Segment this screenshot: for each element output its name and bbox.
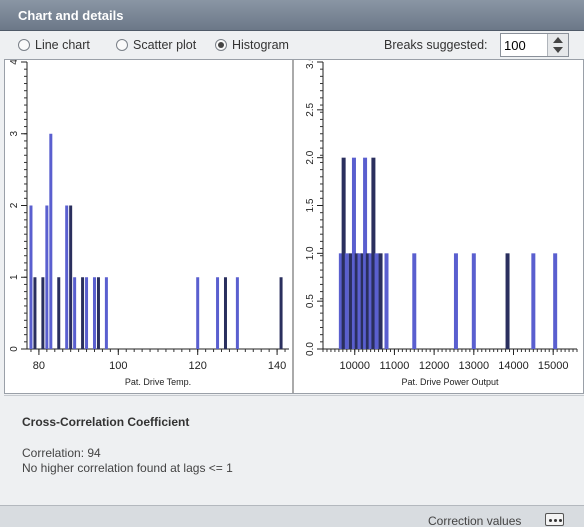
histogram-bar (235, 277, 239, 349)
histogram-bar (73, 277, 77, 349)
y-tick-label: 4 (9, 60, 20, 65)
histogram-bar (49, 133, 53, 349)
histogram-bar (65, 205, 69, 349)
histogram-bar (453, 253, 458, 349)
histogram-bar (412, 253, 417, 349)
y-tick-label: 0 (9, 346, 20, 352)
histogram-bar (505, 253, 510, 349)
histogram-bar (354, 253, 359, 349)
histogram-bar (371, 157, 376, 349)
histogram-bar (378, 253, 383, 349)
radio-line-chart[interactable]: Line chart (18, 37, 90, 53)
x-tick-label: 10000 (339, 360, 370, 372)
histogram-charts: 80 100 120 140 0 1 2 3 4 Pat. Drive Temp. 10000 110… (9, 60, 578, 393)
histogram-bar (85, 277, 89, 349)
histogram-bar (341, 157, 346, 349)
histogram-bar (96, 277, 100, 349)
y-tick-label: 0.5 (305, 294, 316, 308)
histogram-bar (279, 277, 283, 349)
spin-buttons[interactable] (547, 34, 568, 56)
y-tick-label: 2.5 (305, 102, 316, 116)
radio-selected-icon (215, 39, 227, 51)
y-tick-label: 3 (9, 131, 20, 137)
correction-values-label: Correction values (428, 514, 522, 527)
histogram-bar (471, 253, 476, 349)
x-tick-label: 11000 (380, 360, 410, 372)
lag-info: No higher correlation found at lags <= 1 (22, 461, 233, 475)
histogram-bar (92, 277, 96, 349)
histogram-bar (45, 205, 49, 349)
x-axis-label: Pat. Drive Power Output (401, 377, 499, 387)
y-tick-label: 1.5 (305, 198, 316, 212)
histogram-bar (360, 253, 365, 349)
radio-label: Line chart (35, 38, 90, 52)
y-tick-label: 3.0 (305, 60, 316, 69)
y-tick-label: 1 (9, 274, 20, 280)
histogram-bar (531, 253, 536, 349)
histogram-bar (357, 253, 362, 349)
histogram-bar (33, 277, 37, 349)
x-tick-label: 12000 (419, 360, 450, 372)
histogram-bar (216, 277, 220, 349)
radio-label: Histogram (232, 38, 289, 52)
histogram-bar (81, 277, 85, 349)
y-tick-label: 0.0 (305, 342, 316, 356)
x-tick-label: 100 (109, 360, 127, 372)
details-heading: Cross-Correlation Coefficient (22, 415, 190, 429)
footer-bar: Correction values (0, 505, 584, 527)
histogram-bar (41, 277, 45, 349)
radio-histogram[interactable]: Histogram (215, 37, 289, 53)
histogram-bar (365, 253, 370, 349)
radio-icon (116, 39, 128, 51)
histogram-bar (368, 253, 373, 349)
x-axis-label: Pat. Drive Temp. (125, 377, 191, 387)
histogram-bar (29, 205, 33, 349)
chart-area: 80 100 120 140 0 1 2 3 4 Pat. Drive Temp. 10000 110… (4, 59, 584, 394)
histogram-bar (104, 277, 108, 349)
spin-down-icon[interactable] (553, 47, 563, 53)
histogram-bar (338, 253, 343, 349)
histogram-bar (351, 157, 356, 349)
x-tick-label: 14000 (498, 360, 529, 372)
histogram-bar (344, 253, 349, 349)
x-tick-label: 80 (33, 360, 45, 372)
panel-header: Chart and details (0, 0, 584, 31)
ellipsis-icon[interactable] (545, 513, 564, 526)
x-tick-label: 13000 (459, 360, 490, 372)
histogram-bar (223, 277, 227, 349)
spin-up-icon[interactable] (553, 37, 563, 43)
histogram-bar (69, 205, 73, 349)
y-tick-label: 2.0 (305, 150, 316, 164)
histogram-bar (374, 253, 379, 349)
correlation-value: Correlation: 94 (22, 446, 101, 460)
radio-scatter-plot[interactable]: Scatter plot (116, 37, 196, 53)
panel-title: Chart and details (18, 8, 124, 23)
x-tick-label: 15000 (538, 360, 569, 372)
y-tick-label: 2 (9, 202, 20, 208)
radio-icon (18, 39, 30, 51)
y-tick-label: 1.0 (305, 246, 316, 260)
histogram-bar (363, 157, 368, 349)
histogram-bar (384, 253, 389, 349)
x-tick-label: 140 (268, 360, 286, 372)
details-panel: Cross-Correlation Coefficient Correlatio… (4, 395, 584, 505)
view-options-bar: Line chart Scatter plot Histogram Breaks… (0, 31, 584, 59)
histogram-bar (553, 253, 558, 349)
breaks-label: Breaks suggested: (384, 38, 488, 52)
histogram-bar (57, 277, 61, 349)
breaks-stepper[interactable] (500, 33, 569, 57)
breaks-input[interactable] (501, 34, 547, 56)
histogram-bar (196, 277, 200, 349)
x-tick-label: 120 (189, 360, 207, 372)
radio-label: Scatter plot (133, 38, 197, 52)
histogram-bar (348, 253, 353, 349)
